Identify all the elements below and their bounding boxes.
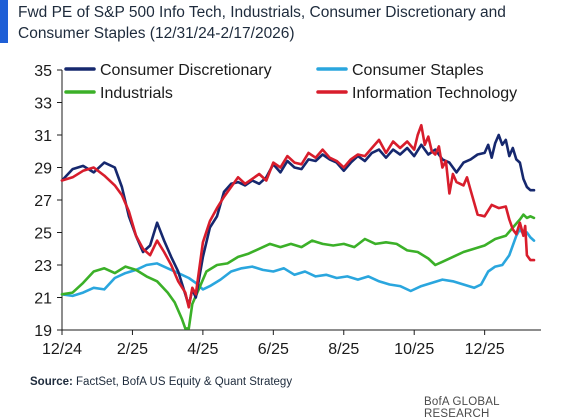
- source-text: FactSet, BofA US Equity & Quant Strategy: [72, 376, 293, 388]
- series-layer: [60, 123, 536, 330]
- y-tick-label: 21: [34, 291, 52, 308]
- source-label: Source:: [30, 376, 73, 388]
- brand-label: BofA GLOBAL RESEARCH: [424, 396, 500, 420]
- x-tick-label: 8/25: [328, 341, 359, 358]
- x-axis: 12/24 2/25 4/25 6/25 8/25 10/25 12/25: [42, 329, 541, 358]
- source-note: Source: FactSet, BofA US Equity & Quant …: [30, 376, 292, 388]
- x-tick-label: 12/24: [42, 341, 82, 358]
- y-tick-label: 29: [34, 161, 52, 178]
- legend-label: Industrials: [100, 85, 173, 102]
- y-axis: 19 21 23 25 27 29 31 33 35: [34, 63, 63, 340]
- series-line-industrials: [60, 213, 536, 330]
- chart-title: Fwd PE of S&P 500 Info Tech, Industrials…: [18, 4, 506, 42]
- y-tick-label: 31: [34, 128, 52, 145]
- y-tick-label: 27: [34, 193, 52, 210]
- x-tick-label: 4/25: [187, 341, 218, 358]
- series-line-information-technology: [60, 123, 536, 309]
- y-tick-label: 35: [34, 63, 52, 80]
- x-tick-label: 6/25: [258, 341, 289, 358]
- legend-label: Information Technology: [352, 85, 517, 102]
- title-accent-bar: [0, 0, 8, 43]
- y-tick-label: 23: [34, 258, 52, 275]
- legend: Consumer Discretionary Consumer Staples In…: [64, 62, 517, 102]
- x-tick-label: 12/25: [465, 341, 505, 358]
- series-line-consumer-staples: [60, 228, 536, 298]
- x-tick-label: 10/25: [394, 341, 434, 358]
- legend-label: Consumer Staples: [352, 62, 484, 79]
- x-tick-label: 2/25: [117, 341, 148, 358]
- series-line-consumer-discretionary: [60, 133, 536, 307]
- line-chart: Consumer Discretionary Consumer Staples In…: [34, 62, 541, 358]
- legend-label: Consumer Discretionary: [100, 62, 272, 79]
- y-tick-label: 25: [34, 226, 52, 243]
- y-tick-label: 33: [34, 96, 52, 113]
- y-tick-label: 19: [34, 323, 52, 340]
